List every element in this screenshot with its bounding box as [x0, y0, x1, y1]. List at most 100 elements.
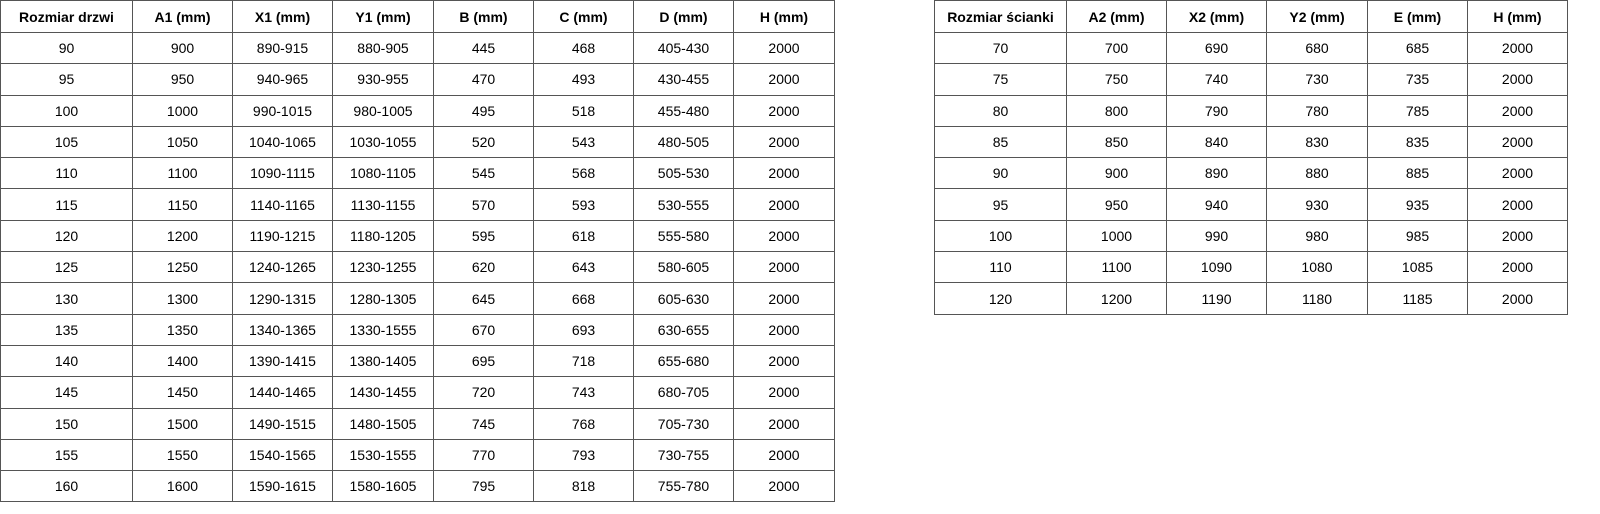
table-cell: 580-605	[633, 251, 734, 284]
table-cell: 755-780	[633, 470, 734, 503]
table-cell: 568	[533, 157, 634, 190]
table-row: 150 1500 1490-1515 1480-1505 745 768 705-730 20…	[0, 407, 835, 440]
table-cell: 1430-1455	[332, 376, 434, 409]
table-cell: 2000	[1467, 282, 1568, 315]
table-cell: 1100	[132, 157, 233, 190]
table-cell: 115	[0, 188, 133, 221]
table-cell: 445	[433, 31, 534, 65]
table-cell: 2000	[733, 188, 835, 221]
table-cell: 1490-1515	[232, 407, 333, 440]
table-cell: 818	[533, 470, 634, 503]
table-cell: 1500	[132, 407, 233, 440]
table-cell: 1040-1065	[232, 125, 333, 159]
table-cell: 2000	[733, 376, 835, 409]
table-cell: 1185	[1367, 282, 1468, 315]
table-cell: 670	[433, 313, 534, 346]
table-cell: 495	[433, 94, 534, 127]
table-cell: 1090	[1166, 251, 1267, 284]
table-cell: 2000	[1467, 157, 1568, 190]
table-cell: 930	[1266, 188, 1368, 221]
table-cell: 1180-1205	[332, 219, 434, 253]
table-cell: 835	[1367, 125, 1468, 159]
table-row: 100 1000 990 980 985 2000	[934, 219, 1568, 253]
table-cell: 2000	[733, 344, 835, 378]
table-cell: 543	[533, 125, 634, 159]
table-cell: 885	[1367, 157, 1468, 190]
column-header: H (mm)	[1467, 0, 1568, 33]
table-cell: 1080-1105	[332, 157, 434, 190]
table-cell: 120	[0, 219, 133, 253]
table-cell: 1240-1265	[232, 251, 333, 284]
table-cell: 405-430	[633, 31, 734, 65]
table-cell: 745	[433, 407, 534, 440]
table-cell: 980-1005	[332, 94, 434, 127]
table-cell: 2000	[733, 313, 835, 346]
table-cell: 693	[533, 313, 634, 346]
table-cell: 705-730	[633, 407, 734, 440]
table-cell: 160	[0, 470, 133, 503]
table-cell: 2000	[733, 470, 835, 503]
table-cell: 150	[0, 407, 133, 440]
table-cell: 770	[433, 438, 534, 472]
table-cell: 110	[934, 251, 1067, 284]
column-header: B (mm)	[433, 0, 534, 33]
table-cell: 135	[0, 313, 133, 346]
table-cell: 1350	[132, 313, 233, 346]
table-cell: 2000	[1467, 63, 1568, 96]
table-row: 90 900 890 880 885 2000	[934, 157, 1568, 190]
table-cell: 1440-1465	[232, 376, 333, 409]
table-cell: 593	[533, 188, 634, 221]
table-cell: 1250	[132, 251, 233, 284]
column-header: X2 (mm)	[1166, 0, 1267, 33]
table-cell: 735	[1367, 63, 1468, 96]
table-cell: 1600	[132, 470, 233, 503]
table-cell: 80	[934, 94, 1067, 127]
table-cell: 1180	[1266, 282, 1368, 315]
table-cell: 1290-1315	[232, 282, 333, 315]
table-cell: 730	[1266, 63, 1368, 96]
table-cell: 768	[533, 407, 634, 440]
table-cell: 1190	[1166, 282, 1267, 315]
column-header: Rozmiar ścianki	[934, 0, 1067, 33]
table-cell: 1000	[132, 94, 233, 127]
table-cell: 1000	[1066, 219, 1167, 253]
table-cell: 1550	[132, 438, 233, 472]
table-row: 120 1200 1190-1215 1180-1205 595 618 555-580 20…	[0, 219, 835, 253]
table-cell: 668	[533, 282, 634, 315]
table-cell: 100	[934, 219, 1067, 253]
table-cell: 90	[0, 31, 133, 65]
table-cell: 90	[934, 157, 1067, 190]
table-cell: 2000	[1467, 31, 1568, 65]
table-cell: 105	[0, 125, 133, 159]
table-cell: 520	[433, 125, 534, 159]
table-cell: 110	[0, 157, 133, 190]
table-cell: 2000	[733, 407, 835, 440]
table-cell: 1280-1305	[332, 282, 434, 315]
table-row: 110 1100 1090 1080 1085 2000	[934, 251, 1568, 284]
table-cell: 2000	[733, 157, 835, 190]
table-row: 105 1050 1040-1065 1030-1055 520 543 480-505 20…	[0, 125, 835, 159]
table-cell: 950	[1066, 188, 1167, 221]
table-row: 155 1550 1540-1565 1530-1555 770 793 730-755 20…	[0, 438, 835, 472]
column-header: A2 (mm)	[1066, 0, 1167, 33]
table-cell: 730-755	[633, 438, 734, 472]
table-cell: 900	[132, 31, 233, 65]
table-row: 95 950 940-965 930-955 470 493 430-455 2000	[0, 63, 835, 96]
table-cell: 1230-1255	[332, 251, 434, 284]
table-cell: 1580-1605	[332, 470, 434, 503]
table-cell: 880-905	[332, 31, 434, 65]
table-cell: 1030-1055	[332, 125, 434, 159]
table-cell: 1330-1555	[332, 313, 434, 346]
table-cell: 985	[1367, 219, 1468, 253]
table-row: 135 1350 1340-1365 1330-1555 670 693 630-655 20…	[0, 313, 835, 346]
table-cell: 618	[533, 219, 634, 253]
table-header-row: Rozmiar drzwi A1 (mm) X1 (mm) Y1 (mm) B (mm)…	[0, 0, 835, 33]
table-row: 140 1400 1390-1415 1380-1405 695 718 655-680 20…	[0, 344, 835, 378]
table-cell: 2000	[733, 219, 835, 253]
table-cell: 680-705	[633, 376, 734, 409]
table-cell: 595	[433, 219, 534, 253]
table-cell: 570	[433, 188, 534, 221]
table-row: 70 700 690 680 685 2000	[934, 31, 1568, 65]
table-row: 95 950 940 930 935 2000	[934, 188, 1568, 221]
table-cell: 1100	[1066, 251, 1167, 284]
